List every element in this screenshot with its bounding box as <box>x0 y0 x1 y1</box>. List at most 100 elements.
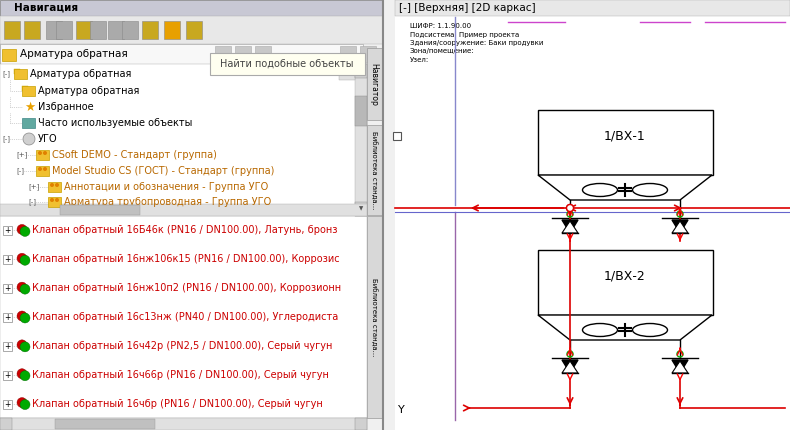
Text: [+]: [+] <box>28 184 40 190</box>
Text: ▼: ▼ <box>359 206 363 212</box>
Bar <box>0 216 367 418</box>
Bar <box>355 96 367 126</box>
Bar <box>395 0 790 16</box>
Text: +: + <box>4 284 11 293</box>
Bar <box>355 202 367 216</box>
Circle shape <box>17 224 27 234</box>
Bar <box>3 313 12 322</box>
Bar <box>395 0 790 430</box>
Bar <box>22 86 35 96</box>
Text: Клапан обратный 16нж10п2 (PN16 / DN100.00), Коррозионн: Клапан обратный 16нж10п2 (PN16 / DN100.0… <box>32 283 341 293</box>
Bar <box>36 150 49 160</box>
Polygon shape <box>538 175 712 200</box>
Circle shape <box>20 313 30 323</box>
Text: Библиотека станда...: Библиотека станда... <box>371 278 378 356</box>
Circle shape <box>17 340 27 350</box>
Bar <box>2 49 16 61</box>
Circle shape <box>17 369 27 379</box>
Text: Избранное: Избранное <box>38 102 94 112</box>
Bar <box>367 216 382 418</box>
Text: Библиотека станда...: Библиотека станда... <box>371 131 378 209</box>
Bar <box>3 399 12 408</box>
Bar <box>3 284 12 293</box>
Bar <box>538 250 713 315</box>
Bar <box>215 46 231 62</box>
Bar <box>24 21 40 39</box>
Bar <box>255 46 271 62</box>
Text: Арматура обратная: Арматура обратная <box>20 49 128 59</box>
Bar <box>48 182 61 192</box>
Text: Арматура трубопроводная - Группа УГО: Арматура трубопроводная - Группа УГО <box>64 197 271 207</box>
Text: Аннотации и обозначения - Группа УГО: Аннотации и обозначения - Группа УГО <box>64 182 269 192</box>
Polygon shape <box>562 220 578 233</box>
Bar <box>46 21 62 39</box>
Circle shape <box>20 255 30 265</box>
Circle shape <box>17 282 27 292</box>
Text: [-]: [-] <box>16 168 24 175</box>
Circle shape <box>17 253 27 263</box>
Bar <box>48 197 61 207</box>
Circle shape <box>55 198 59 202</box>
Bar <box>210 53 365 75</box>
Bar <box>538 110 713 175</box>
Text: [-] [Верхняя] [2D каркас]: [-] [Верхняя] [2D каркас] <box>399 3 536 13</box>
Text: Навигация: Навигация <box>14 3 78 13</box>
Text: ▲: ▲ <box>359 68 363 74</box>
Bar <box>3 255 12 264</box>
Bar <box>56 21 72 39</box>
Circle shape <box>43 167 47 171</box>
Bar <box>142 21 158 39</box>
Text: Зона/помещение:: Зона/помещение: <box>410 49 475 55</box>
Polygon shape <box>672 360 688 373</box>
Bar <box>122 21 138 39</box>
Text: Найти подобные объекты: Найти подобные объекты <box>220 59 354 69</box>
Bar <box>339 64 355 80</box>
Circle shape <box>20 342 30 352</box>
Bar <box>76 21 92 39</box>
Text: Арматура обратная: Арматура обратная <box>38 86 139 96</box>
Circle shape <box>43 151 47 155</box>
Bar <box>0 0 383 16</box>
Text: Здания/сооружение: Баки продувки: Здания/сооружение: Баки продувки <box>410 40 544 46</box>
Circle shape <box>20 371 30 381</box>
Text: [-]: [-] <box>2 71 10 77</box>
Text: [-]: [-] <box>2 135 10 142</box>
Text: 1/ВХ-2: 1/ВХ-2 <box>604 270 646 283</box>
Polygon shape <box>562 361 578 373</box>
Circle shape <box>55 183 59 187</box>
Bar <box>367 125 382 215</box>
Ellipse shape <box>582 323 618 337</box>
Text: Подсистема: Пример проекта: Подсистема: Пример проекта <box>410 31 519 37</box>
Bar <box>4 21 20 39</box>
Bar <box>355 64 367 78</box>
Bar <box>0 0 383 430</box>
Bar <box>55 419 155 429</box>
Text: Клапан обратный 16нж106к15 (PN16 / DN100.00), Коррозис: Клапан обратный 16нж106к15 (PN16 / DN100… <box>32 254 340 264</box>
Bar <box>0 44 363 64</box>
Bar <box>367 48 382 120</box>
Bar <box>393 132 401 140</box>
Circle shape <box>20 284 30 294</box>
Circle shape <box>17 398 27 408</box>
Text: Клапан обратный 16Б46к (PN16 / DN100.00), Латунь, бронз: Клапан обратный 16Б46к (PN16 / DN100.00)… <box>32 225 337 236</box>
Text: Узел:: Узел: <box>410 57 429 63</box>
Text: ШИФР: 1.1.90.00: ШИФР: 1.1.90.00 <box>410 23 471 29</box>
Ellipse shape <box>633 323 668 337</box>
Circle shape <box>38 167 42 171</box>
Text: CSoft DEMO - Стандарт (группа): CSoft DEMO - Стандарт (группа) <box>52 150 217 160</box>
Text: +: + <box>4 227 11 236</box>
Bar <box>22 86 28 91</box>
Bar <box>186 21 202 39</box>
Text: УГО: УГО <box>38 134 58 144</box>
Circle shape <box>20 399 30 409</box>
Text: Model Studio CS (ГОСТ) - Стандарт (группа): Model Studio CS (ГОСТ) - Стандарт (групп… <box>52 166 274 176</box>
Bar <box>355 418 367 430</box>
Ellipse shape <box>633 184 668 197</box>
Bar <box>90 21 106 39</box>
Text: Клапан обратный 16ч42р (PN2,5 / DN100.00), Серый чугун: Клапан обратный 16ч42р (PN2,5 / DN100.00… <box>32 341 333 351</box>
Polygon shape <box>672 221 688 233</box>
Bar <box>340 46 356 62</box>
Bar <box>0 16 383 44</box>
Text: Y: Y <box>398 405 404 415</box>
Bar <box>3 371 12 380</box>
